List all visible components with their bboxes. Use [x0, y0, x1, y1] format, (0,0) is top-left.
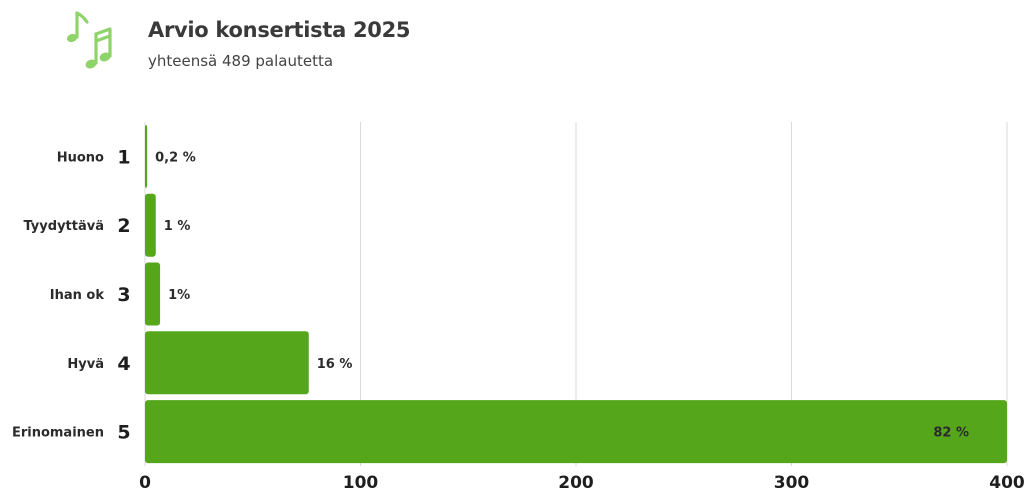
bar: [145, 400, 1007, 464]
data-label: 1%: [168, 288, 190, 303]
bar: [145, 331, 309, 395]
category-number: 4: [117, 353, 130, 375]
x-tick-label: 100: [343, 473, 379, 490]
bar: [145, 193, 156, 257]
category-number: 1: [117, 146, 130, 168]
x-tick-label: 0: [139, 473, 151, 490]
bar: [145, 124, 148, 188]
data-label: 0,2 %: [155, 150, 196, 165]
music-notes-icon: [66, 11, 112, 69]
category-label: Erinomainen: [12, 426, 104, 441]
category-number: 2: [117, 215, 130, 237]
category-number: 5: [117, 422, 130, 444]
chart-header: Arvio konsertista 2025 yhteensä 489 pala…: [62, 8, 662, 78]
data-label: 82 %: [933, 426, 969, 441]
bar: [145, 262, 161, 326]
category-label: Ihan ok: [50, 288, 105, 303]
category-label: Hyvä: [67, 357, 104, 372]
data-label: 1 %: [164, 219, 191, 234]
x-tick-label: 400: [989, 473, 1025, 490]
category-label: Tyydyttävä: [23, 219, 104, 234]
x-tick-label: 200: [558, 473, 594, 490]
category-number: 3: [117, 284, 130, 306]
chart-title: Arvio konsertista 2025: [148, 18, 411, 42]
chart-subtitle: yhteensä 489 palautetta: [148, 52, 334, 70]
category-label: Huono: [57, 150, 104, 165]
data-label: 16 %: [317, 357, 353, 372]
x-tick-label: 300: [774, 473, 810, 490]
